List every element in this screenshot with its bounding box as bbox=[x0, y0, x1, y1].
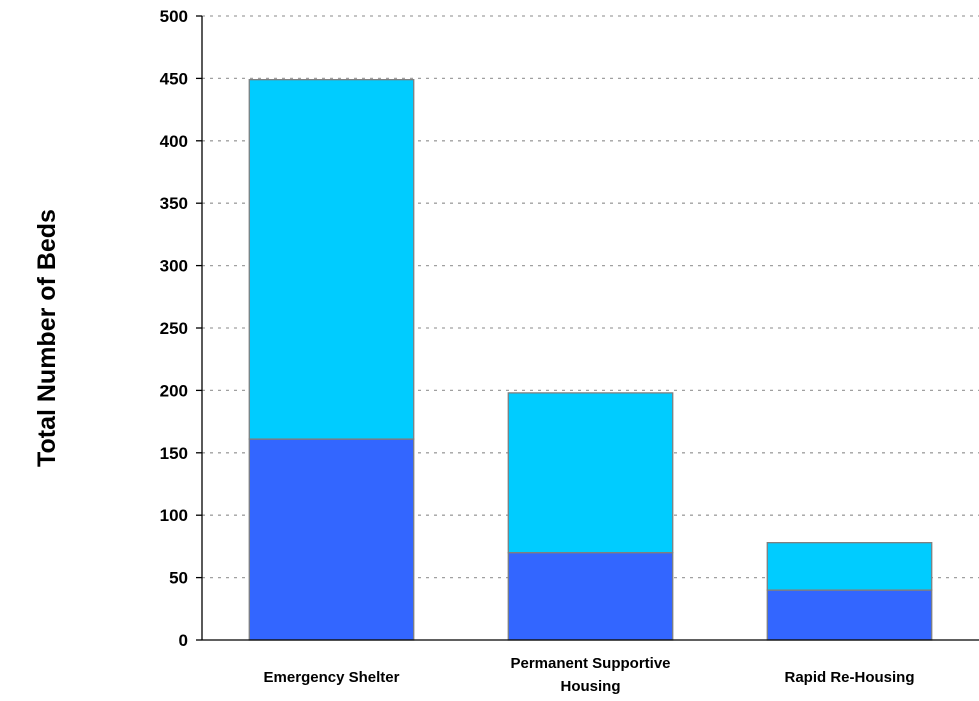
y-tick-label: 250 bbox=[160, 319, 188, 338]
bar-permanent-supportive-housing-segment-1 bbox=[508, 553, 672, 640]
y-tick-label: 100 bbox=[160, 506, 188, 525]
y-tick-label: 50 bbox=[169, 569, 188, 588]
y-tick-label: 350 bbox=[160, 194, 188, 213]
x-category-label: Rapid Re-Housing bbox=[785, 669, 915, 686]
y-tick-label: 400 bbox=[160, 132, 188, 151]
bars bbox=[249, 80, 931, 640]
y-tick-label: 150 bbox=[160, 444, 188, 463]
y-tick-label: 500 bbox=[160, 7, 188, 26]
bar-rapid-re-housing-segment-1 bbox=[767, 590, 931, 640]
bar-rapid-re-housing-segment-2 bbox=[767, 543, 931, 590]
y-tick-label: 300 bbox=[160, 257, 188, 276]
bar-emergency-shelter-segment-1 bbox=[249, 439, 413, 640]
x-category-labels: Emergency Shelter Permanent Supportive Hou… bbox=[264, 655, 915, 695]
x-category-label: Permanent Supportive Housing bbox=[510, 655, 670, 695]
y-tick-label: 200 bbox=[160, 381, 188, 400]
y-tick-label: 450 bbox=[160, 69, 188, 88]
y-axis-title: Total Number of Beds bbox=[33, 209, 61, 467]
y-tick-labels: 0 50 100 150 200 250 300 350 400 450 500 bbox=[160, 7, 188, 650]
bar-emergency-shelter-segment-2 bbox=[249, 80, 413, 439]
x-category-label: Emergency Shelter bbox=[264, 669, 400, 686]
y-tick-label: 0 bbox=[179, 631, 188, 650]
bar-permanent-supportive-housing-segment-2 bbox=[508, 393, 672, 553]
